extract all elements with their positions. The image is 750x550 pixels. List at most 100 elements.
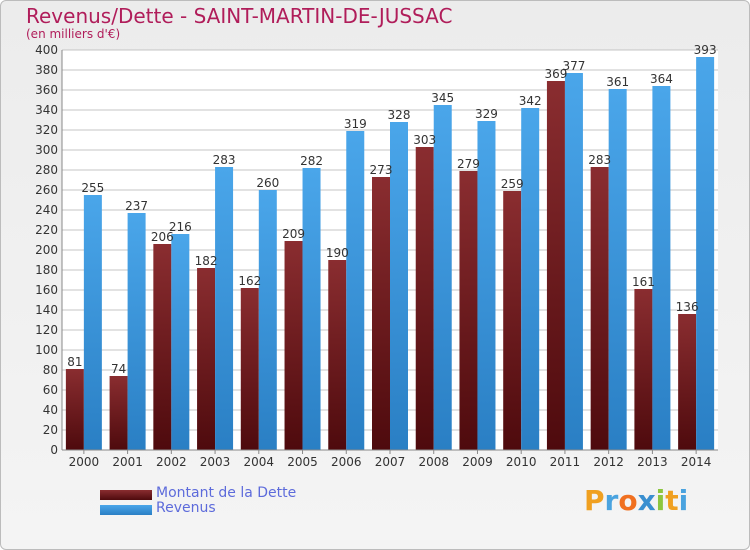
bar-revenus-2013 (652, 86, 671, 450)
legend-label-revenus: Revenus (156, 500, 216, 516)
data-label-revenus-2010: 342 (519, 94, 542, 108)
bar-revenus-2002 (171, 234, 190, 450)
bar-dette-2012 (590, 167, 609, 450)
x-tick-label: 2008 (418, 455, 449, 469)
y-tick-label: 260 (35, 183, 58, 197)
x-tick-label: 2003 (200, 455, 231, 469)
data-label-dette-2014: 136 (676, 300, 699, 314)
y-tick-label: 360 (35, 83, 58, 97)
data-label-dette-2006: 190 (326, 246, 349, 260)
bar-revenus-2006 (346, 131, 365, 450)
bar-dette-2001 (109, 376, 128, 450)
y-tick-label: 340 (35, 103, 58, 117)
data-label-revenus-2006: 319 (344, 117, 367, 131)
legend-swatch-dette (100, 490, 152, 500)
bar-dette-2010 (503, 191, 522, 450)
y-tick-label: 80 (43, 363, 58, 377)
data-label-revenus-2014: 393 (694, 43, 717, 57)
data-label-dette-2004: 162 (238, 274, 261, 288)
bar-dette-2009 (459, 171, 478, 450)
data-label-revenus-2013: 364 (650, 72, 673, 86)
data-label-revenus-2003: 283 (213, 153, 236, 167)
data-label-revenus-2002: 216 (169, 220, 192, 234)
data-label-revenus-2012: 361 (606, 75, 629, 89)
data-label-revenus-2011: 377 (562, 59, 585, 73)
x-tick-label: 2012 (593, 455, 624, 469)
bar-revenus-2000 (83, 195, 102, 450)
bar-dette-2007 (372, 177, 390, 450)
bar-dette-2000 (65, 369, 84, 450)
logo-letter: o (618, 484, 638, 517)
proxiti-logo: Proxiti (584, 484, 688, 517)
logo-letter: i (655, 484, 666, 517)
x-tick-label: 2000 (69, 455, 100, 469)
data-label-revenus-2001: 237 (125, 199, 148, 213)
data-label-dette-2012: 283 (588, 153, 611, 167)
bar-dette-2008 (415, 147, 434, 450)
data-label-dette-2001: 74 (111, 362, 126, 376)
x-tick-label: 2010 (506, 455, 537, 469)
data-label-dette-2005: 209 (282, 227, 305, 241)
bar-revenus-2003 (215, 167, 234, 450)
bar-revenus-2014 (696, 57, 715, 450)
bar-revenus-2009 (477, 121, 496, 450)
y-tick-label: 140 (35, 303, 58, 317)
x-tick-label: 2004 (244, 455, 275, 469)
bar-revenus-2001 (127, 213, 146, 450)
y-tick-label: 200 (35, 243, 58, 257)
x-tick-label: 2007 (375, 455, 406, 469)
data-label-revenus-2005: 282 (300, 154, 323, 168)
data-label-revenus-2000: 255 (81, 181, 104, 195)
chart-subtitle: (en milliers d'€) (26, 27, 121, 41)
data-label-dette-2009: 279 (457, 157, 480, 171)
data-label-dette-2002: 206 (151, 230, 174, 244)
x-tick-label: 2006 (331, 455, 362, 469)
bar-revenus-2012 (608, 89, 627, 450)
bar-revenus-2008 (433, 105, 452, 450)
y-tick-label: 120 (35, 323, 58, 337)
data-label-revenus-2007: 328 (388, 108, 411, 122)
data-label-revenus-2004: 260 (256, 176, 279, 190)
y-tick-label: 220 (35, 223, 58, 237)
y-tick-label: 280 (35, 163, 58, 177)
logo-letter: x (637, 484, 656, 517)
y-tick-label: 40 (43, 403, 58, 417)
data-label-dette-2007: 273 (370, 163, 393, 177)
y-tick-label: 20 (43, 423, 58, 437)
x-tick-label: 2013 (637, 455, 668, 469)
data-label-dette-2010: 259 (501, 177, 524, 191)
logo-letter: P (584, 484, 605, 517)
y-tick-label: 320 (35, 123, 58, 137)
data-label-dette-2000: 81 (67, 355, 82, 369)
bar-dette-2006 (328, 260, 347, 450)
chart-title: Revenus/Dette - SAINT-MARTIN-DE-JUSSAC (26, 4, 453, 28)
bar-revenus-2011 (564, 73, 583, 450)
logo-letter: i (678, 484, 689, 517)
legend-label-dette: Montant de la Dette (156, 485, 297, 501)
x-tick-label: 2002 (156, 455, 187, 469)
data-label-dette-2008: 303 (413, 133, 436, 147)
bar-dette-2014 (678, 314, 697, 450)
bar-revenus-2007 (390, 122, 408, 450)
legend-swatch-revenus (100, 505, 152, 515)
x-tick-label: 2001 (112, 455, 143, 469)
y-tick-label: 0 (50, 443, 58, 457)
bar-dette-2002 (153, 244, 172, 450)
bar-dette-2005 (284, 241, 303, 450)
data-label-revenus-2008: 345 (431, 91, 454, 105)
data-label-dette-2011: 369 (544, 67, 567, 81)
bar-dette-2003 (197, 268, 216, 450)
x-tick-label: 2011 (550, 455, 581, 469)
data-label-dette-2013: 161 (632, 275, 655, 289)
bar-revenus-2005 (302, 168, 321, 450)
bar-revenus-2004 (258, 190, 277, 450)
y-tick-label: 240 (35, 203, 58, 217)
bar-dette-2004 (240, 288, 259, 450)
data-label-revenus-2009: 329 (475, 107, 498, 121)
x-tick-label: 2009 (462, 455, 493, 469)
y-tick-label: 160 (35, 283, 58, 297)
y-tick-label: 180 (35, 263, 58, 277)
bar-revenus-2010 (521, 108, 540, 450)
data-label-dette-2003: 182 (195, 254, 218, 268)
